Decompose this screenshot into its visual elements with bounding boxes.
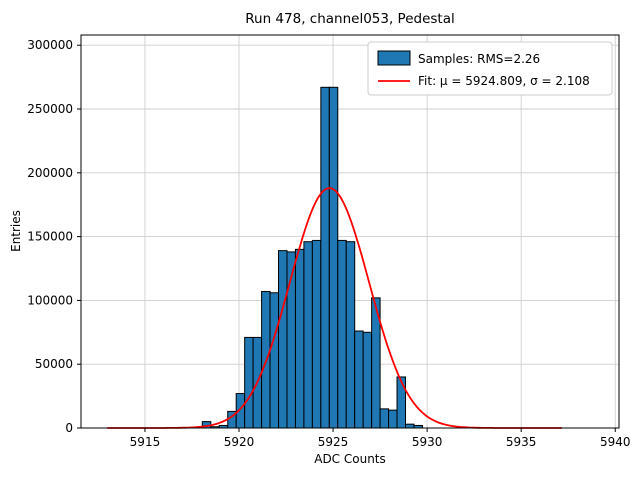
histogram-bar [388,409,398,429]
y-tick-label: 300000 [27,38,73,52]
histogram-bar [396,376,406,429]
x-tick-label: 5940 [600,435,631,449]
x-tick-label: 5915 [130,435,161,449]
x-tick-label: 5925 [318,435,349,449]
x-tick-label: 5930 [412,435,443,449]
histogram-bar [379,408,390,429]
histogram-bar [269,292,280,429]
histogram-bar [354,330,364,429]
x-tick-label: 5920 [224,435,255,449]
axes-frame [80,34,620,429]
x-tick-label: 5935 [506,435,537,449]
histogram-bar [404,423,415,429]
histogram-bar [244,336,254,429]
chart-title: Run 478, channel053, Pedestal [245,11,455,27]
y-tick-label: 50000 [35,357,73,371]
legend-samples-label: Samples: RMS=2.26 [418,52,540,66]
histogram-bar [320,86,330,429]
legend-samples-swatch [377,50,411,66]
histogram-bar [328,86,339,429]
legend-box [367,41,613,96]
histogram-bar [294,248,305,429]
histogram-bar [278,250,288,429]
histogram-bars [201,86,423,429]
legend: Samples: RMS=2.26 Fit: μ = 5924.809, σ =… [367,41,613,96]
y-tick-label: 200000 [27,166,73,180]
histogram-bar [362,331,373,429]
y-tick-label: 0 [65,421,73,435]
histogram-bar [311,239,322,429]
axis-ticks: 5915 5920 5925 5930 5935 5940 0 50000 100000 1500… [27,38,630,449]
y-tick-label: 150000 [27,230,73,244]
histogram-bar [337,239,347,429]
histogram-bar [345,241,356,429]
legend-fit-label: Fit: μ = 5924.809, σ = 2.108 [418,74,590,88]
y-tick-label: 250000 [27,102,73,116]
histogram-bar [303,241,313,429]
y-axis-label: Entries [9,210,23,252]
y-tick-label: 100000 [27,293,73,307]
x-axis-label: ADC Counts [314,452,386,466]
